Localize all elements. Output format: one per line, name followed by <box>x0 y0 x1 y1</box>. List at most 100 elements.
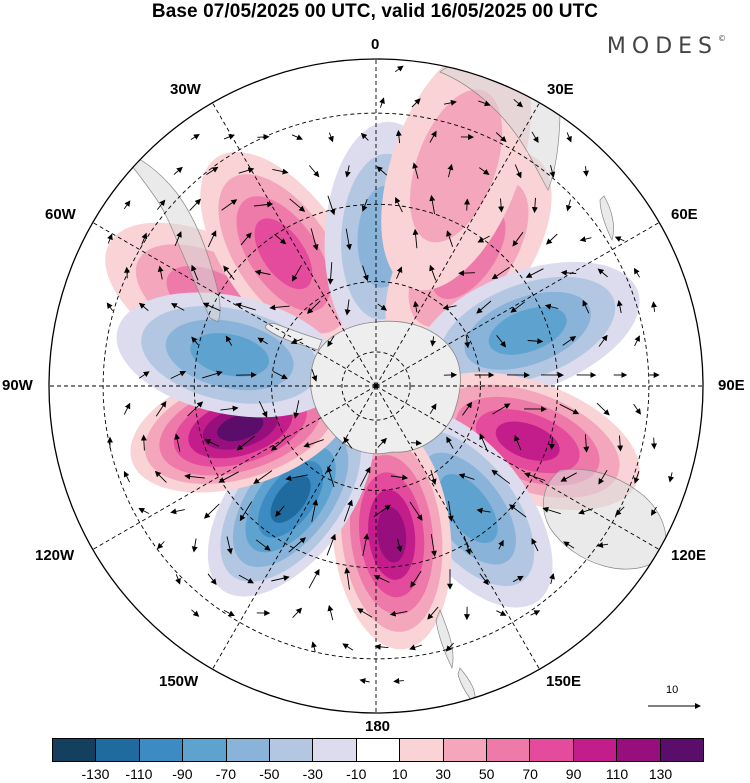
wind-vector <box>254 269 271 276</box>
wind-vector <box>374 643 389 650</box>
wind-vector <box>170 370 187 379</box>
wind-vector <box>187 401 204 417</box>
wind-vector <box>310 228 319 251</box>
wind-vector <box>491 266 510 280</box>
wind-vector <box>289 198 306 212</box>
wind-vector <box>343 436 353 449</box>
wind-vector <box>235 302 256 311</box>
latitude-circle <box>271 281 481 491</box>
wind-vector <box>542 506 561 515</box>
legend-swatch <box>270 739 314 761</box>
legend-swatch <box>443 739 488 761</box>
wind-vector <box>359 466 371 487</box>
wind-vector <box>491 469 511 484</box>
legend-swatch <box>660 739 704 761</box>
copyright-mark: © <box>718 34 726 43</box>
meridian-line <box>92 385 377 550</box>
wind-vector <box>377 303 388 311</box>
wind-vector <box>582 166 589 177</box>
wind-vector <box>598 334 608 347</box>
legend-swatch <box>530 739 574 761</box>
wind-vector <box>445 642 454 652</box>
label-lon-0: 0 <box>371 36 380 53</box>
label-lon-30w: 30W <box>170 81 201 98</box>
wind-vector <box>429 194 436 215</box>
wind-vector <box>427 606 439 620</box>
wind-vector <box>566 132 572 143</box>
wind-vector <box>327 195 336 216</box>
wind-vector <box>373 574 390 583</box>
wind-vector <box>458 270 475 277</box>
legend-swatch <box>183 739 227 761</box>
legend-tick: 90 <box>565 766 582 782</box>
wind-vector <box>596 402 610 416</box>
wind-vector <box>175 574 181 585</box>
label-lon-180: 180 <box>365 718 391 735</box>
wind-vector <box>442 304 457 311</box>
latitude-circle <box>102 112 650 660</box>
legend-swatch <box>573 739 618 761</box>
wind-vector <box>223 134 235 140</box>
legend-tick: -50 <box>259 766 280 782</box>
legend-swatch <box>617 739 661 761</box>
wind-vector <box>668 472 675 483</box>
wind-vector <box>360 132 369 141</box>
wind-vector <box>191 264 199 281</box>
wind-vector <box>496 335 507 348</box>
wind-vector <box>394 65 404 73</box>
legend-swatch <box>487 739 531 761</box>
wind-vector <box>464 334 471 349</box>
wind-vector <box>226 536 233 555</box>
wind-vector <box>614 236 625 242</box>
wind-vector <box>411 98 421 108</box>
legend-tick: -10 <box>346 766 367 782</box>
label-lon-90e: 90E <box>718 377 745 394</box>
wind-vector <box>327 262 334 285</box>
wind-vector <box>376 166 388 176</box>
wind-vector <box>615 506 625 516</box>
wind-vector <box>342 643 354 651</box>
wind-vector <box>476 507 491 514</box>
wind-vector <box>308 165 320 178</box>
wind-vector <box>155 400 167 417</box>
wind-vector <box>379 97 385 108</box>
wind-vector <box>154 470 167 483</box>
graticule <box>49 59 703 713</box>
color-legend <box>52 738 704 762</box>
wind-vector <box>223 265 235 280</box>
wind-vector <box>344 165 351 178</box>
label-lon-90w: 90W <box>2 377 33 394</box>
wind-vector <box>583 434 590 453</box>
wind-vector <box>240 232 252 246</box>
wind-vector <box>270 435 289 451</box>
wind-vector <box>531 131 539 144</box>
wind-vector <box>221 199 238 211</box>
wind-vector <box>174 433 181 452</box>
wind-vector <box>255 539 271 551</box>
legend-tick: -110 <box>125 766 153 782</box>
wind-vector <box>496 610 507 616</box>
wind-vector <box>544 303 559 310</box>
wind-vector <box>396 538 403 553</box>
legend-swatch <box>226 739 271 761</box>
latitude-circle <box>341 351 411 421</box>
wind-vector <box>170 508 185 515</box>
anomaly-contour <box>439 474 498 544</box>
wind-vector <box>327 335 335 347</box>
wind-vector <box>123 470 131 483</box>
australia <box>543 468 667 570</box>
wind-vector <box>218 471 239 483</box>
wind-vector <box>650 506 657 516</box>
wind-vector <box>357 608 373 618</box>
legend-tick-labels: -130 -110 -90 -70 -50 -30 -10 10 30 50 70 90 110 130 <box>0 766 750 783</box>
wind-vector <box>271 575 290 582</box>
wind-vector <box>140 434 147 451</box>
legend-swatch <box>356 739 401 761</box>
wind-vector <box>429 130 437 143</box>
wind-vector <box>257 337 268 345</box>
wind-vector <box>141 232 148 245</box>
wind-vector <box>464 198 471 211</box>
wind-vector <box>220 405 239 412</box>
wind-vector <box>458 473 475 480</box>
